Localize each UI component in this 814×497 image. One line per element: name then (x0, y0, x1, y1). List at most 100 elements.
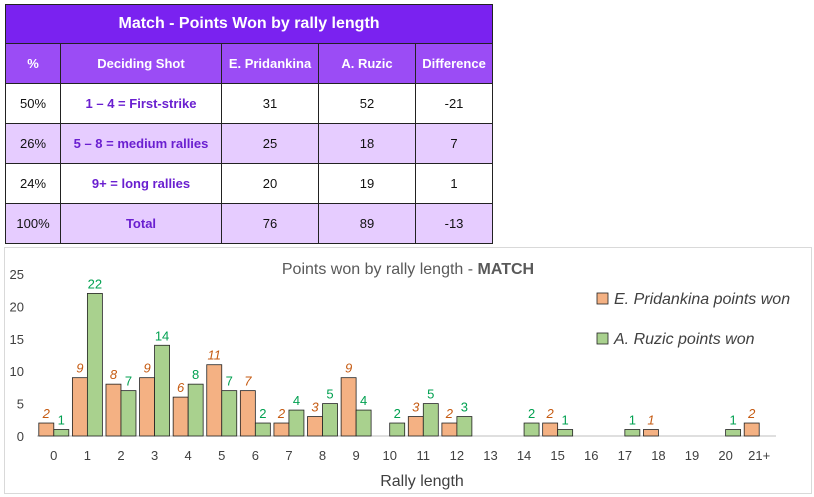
x-tick-label: 12 (450, 448, 464, 463)
data-label: 9 (143, 361, 150, 376)
data-label: 4 (360, 393, 367, 408)
x-tick-label: 10 (382, 448, 396, 463)
table-row: 26% 5 – 8 = medium rallies 25 18 7 (5, 123, 494, 164)
deciding-shot-cell: 9+ = long rallies (60, 163, 222, 204)
percent-cell: 50% (5, 83, 61, 124)
bar-ruzic (557, 429, 574, 437)
table-row: 24% 9+ = long rallies 20 19 1 (5, 163, 494, 204)
player2-cell: 89 (318, 203, 416, 244)
bar-pridankina (643, 429, 659, 437)
player1-cell: 31 (221, 83, 319, 124)
data-label: 9 (76, 361, 83, 376)
bar-ruzic (422, 403, 439, 437)
x-tick-label: 6 (252, 448, 259, 463)
bar-pridankina (71, 377, 88, 437)
difference-cell: 1 (414, 163, 494, 204)
data-label: 7 (244, 374, 252, 389)
y-tick-label: 5 (17, 397, 24, 412)
x-tick-label: 19 (685, 448, 699, 463)
percent-cell: 26% (5, 123, 61, 164)
player2-cell: 18 (318, 123, 416, 164)
bar-pridankina (239, 390, 256, 437)
legend-swatch (596, 332, 609, 345)
data-label: 9 (345, 361, 352, 376)
player1-cell: 20 (221, 163, 319, 204)
bar-ruzic (523, 422, 540, 437)
x-tick-label: 15 (550, 448, 564, 463)
bar-ruzic (86, 293, 103, 437)
bar-ruzic (624, 429, 641, 437)
rally-length-chart: Points won by rally length - MATCH Rally… (10, 261, 791, 490)
data-label: 2 (394, 406, 401, 421)
x-tick-label: 20 (718, 448, 732, 463)
y-tick-label: 20 (10, 299, 24, 314)
deciding-shot-cell: 5 – 8 = medium rallies (60, 123, 222, 164)
data-label: 6 (177, 380, 185, 395)
table-title: Match - Points Won by rally length (4, 4, 494, 44)
y-tick-label: 25 (10, 267, 24, 282)
x-tick-label: 1 (84, 448, 91, 463)
stats-table: Match - Points Won by rally length % Dec… (4, 4, 494, 244)
x-tick-label: 8 (319, 448, 326, 463)
table-row: 100% Total 76 89 -13 (5, 203, 494, 244)
x-tick-label: 0 (50, 448, 57, 463)
bar-pridankina (273, 422, 290, 437)
data-label: 11 (208, 348, 222, 363)
x-axis-label: Rally length (380, 473, 464, 490)
data-label: 3 (412, 400, 420, 415)
bar-pridankina (441, 422, 458, 437)
data-label: 1 (562, 413, 569, 428)
x-tick-label: 17 (618, 448, 632, 463)
header-difference: Difference (414, 43, 494, 84)
x-tick-label: 4 (185, 448, 192, 463)
data-label: 2 (259, 406, 266, 421)
difference-cell: -13 (414, 203, 494, 244)
bar-pridankina (172, 396, 189, 437)
x-tick-label: 18 (651, 448, 665, 463)
header-player2: A. Ruzic (318, 43, 416, 84)
x-tick-label: 3 (151, 448, 158, 463)
player1-cell: 76 (221, 203, 319, 244)
data-label: 7 (125, 374, 132, 389)
data-label: 7 (226, 374, 233, 389)
player2-cell: 52 (318, 83, 416, 124)
player1-cell: 25 (221, 123, 319, 164)
bar-pridankina (407, 416, 424, 437)
legend-label: A. Ruzic points won (613, 331, 755, 348)
bar-pridankina (105, 383, 122, 437)
bar-ruzic (53, 429, 70, 437)
bar-pridankina (139, 377, 155, 437)
percent-cell: 24% (5, 163, 61, 204)
x-tick-label: 11 (417, 448, 431, 463)
deciding-shot-cell: Total (60, 203, 222, 244)
data-label: 4 (293, 393, 300, 408)
difference-cell: -21 (414, 83, 494, 124)
x-tick-label: 14 (517, 448, 531, 463)
x-tick-label: 16 (584, 448, 598, 463)
data-label: 5 (427, 387, 434, 402)
table-row: 50% 1 – 4 = First-strike 31 52 -21 (5, 83, 494, 124)
chart-frame: Points won by rally length - MATCH Rally… (4, 247, 812, 494)
data-label: 1 (729, 413, 736, 428)
x-tick-label: 5 (218, 448, 225, 463)
x-tick-label: 13 (483, 448, 497, 463)
legend-label: E. Pridankina points won (614, 291, 790, 308)
chart-title-prefix: Points won by rally length - (282, 261, 478, 278)
bar-pridankina (206, 364, 223, 437)
bar-ruzic (389, 422, 406, 437)
data-label: 2 (277, 406, 286, 421)
data-label: 2 (528, 406, 535, 421)
data-label: 2 (445, 406, 454, 421)
data-label: 14 (155, 328, 169, 343)
bar-pridankina (38, 422, 55, 437)
chart-title: Points won by rally length - MATCH (282, 261, 534, 278)
bar-ruzic (355, 409, 372, 437)
header-player1: E. Pridankina (221, 43, 319, 84)
difference-cell: 7 (414, 123, 494, 164)
data-label: 8 (110, 367, 118, 382)
bar-ruzic (254, 422, 271, 437)
percent-cell: 100% (5, 203, 61, 244)
bar-pridankina (340, 377, 357, 437)
data-label: 22 (88, 276, 102, 291)
bar-pridankina (743, 422, 760, 437)
